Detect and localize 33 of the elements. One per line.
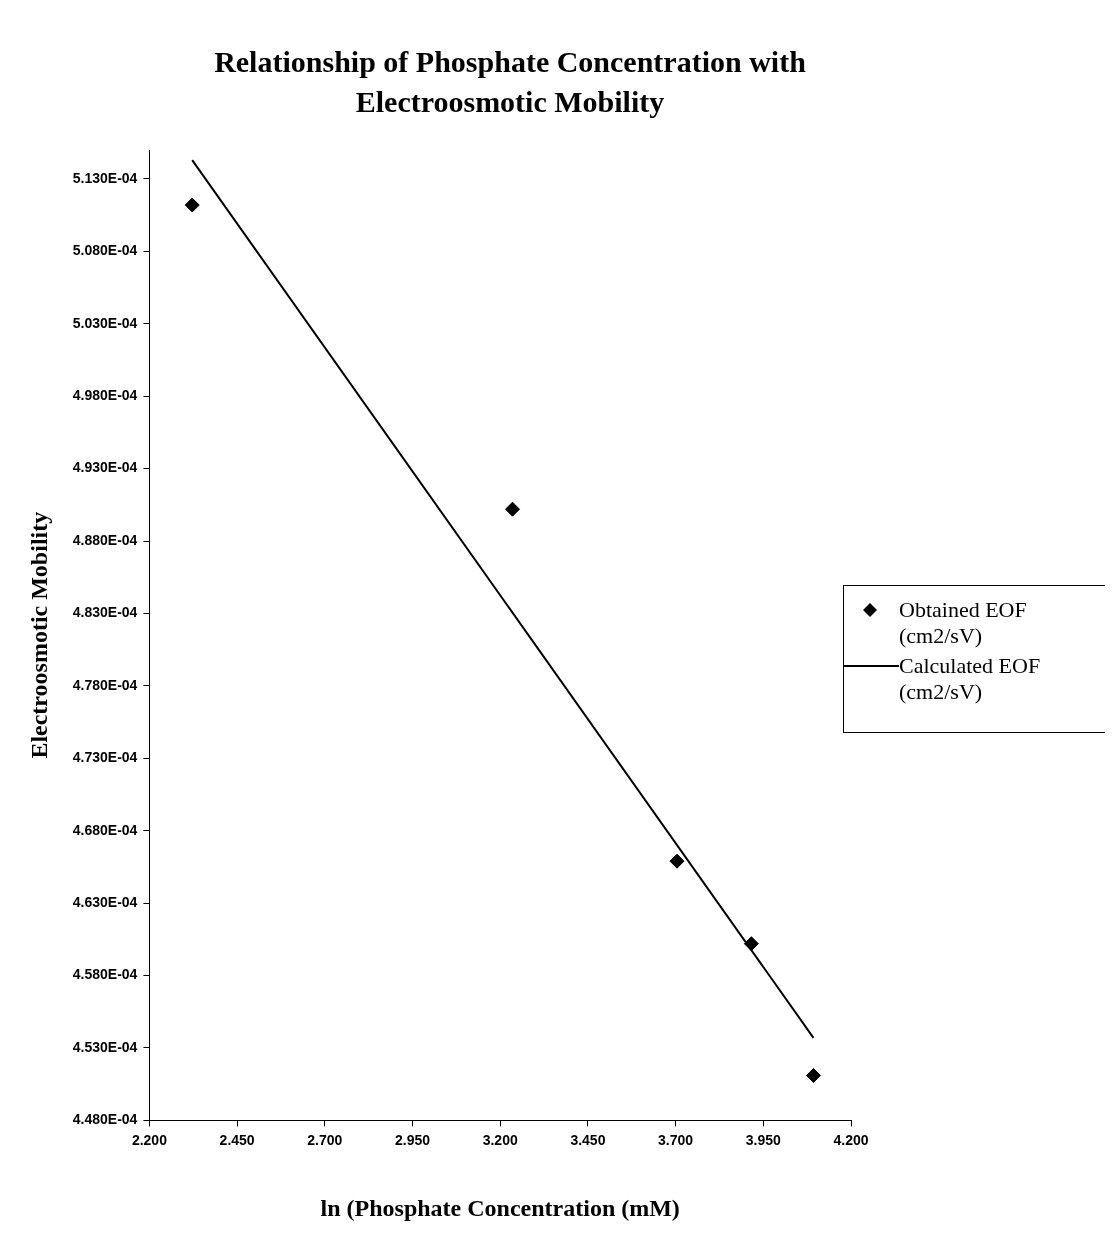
y-tick-label: 5.030E-04	[72, 314, 138, 331]
chart-title: Relationship of Phosphate Concentration with Electroosmotic Mobility	[213, 44, 807, 120]
x-tick-label: 4.200	[833, 1131, 869, 1148]
y-tick-label: 4.730E-04	[72, 749, 138, 766]
x-tick-label: 2.700	[307, 1131, 343, 1148]
y-tick-label: 4.680E-04	[72, 821, 138, 838]
point	[669, 853, 685, 869]
y-tick-label: 4.530E-04	[72, 1038, 138, 1055]
point	[504, 501, 520, 517]
y-tick-label: 4.830E-04	[72, 604, 138, 621]
y-tick-label: 4.980E-04	[72, 387, 138, 404]
y-tick-label: 4.780E-04	[72, 676, 138, 693]
y-tick-label: 4.480E-04	[72, 1111, 138, 1128]
y-axis-title: Electroosmotic Mobility	[25, 511, 52, 759]
point	[184, 197, 200, 213]
x-tick-label: 3.450	[570, 1131, 606, 1148]
x-tick-label: 3.700	[658, 1131, 694, 1148]
point	[805, 1068, 821, 1083]
x-tick-label: 3.200	[482, 1131, 518, 1148]
x-tick-label: 2.200	[131, 1131, 168, 1148]
point	[743, 936, 759, 952]
x-tick-label: 2.950	[394, 1131, 431, 1148]
legend-label: Calculated EOF (cm2/sV)	[899, 653, 1042, 705]
y-tick-label: 4.930E-04	[72, 459, 138, 476]
y-tick-label: 5.080E-04	[72, 242, 138, 259]
legend-label: Obtained EOF (cm2/sV)	[899, 597, 1028, 649]
x-axis-title: ln (Phosphate Concentration (mM)	[320, 1194, 680, 1221]
y-tick-label: 4.880E-04	[72, 531, 138, 548]
x-tick-label: 2.450	[219, 1131, 255, 1148]
y-tick-label: 4.630E-04	[72, 894, 138, 911]
y-tick-label: 5.130E-04	[72, 169, 138, 186]
x-tick-label: 3.950	[745, 1131, 782, 1148]
y-tick-label: 4.580E-04	[72, 966, 138, 983]
